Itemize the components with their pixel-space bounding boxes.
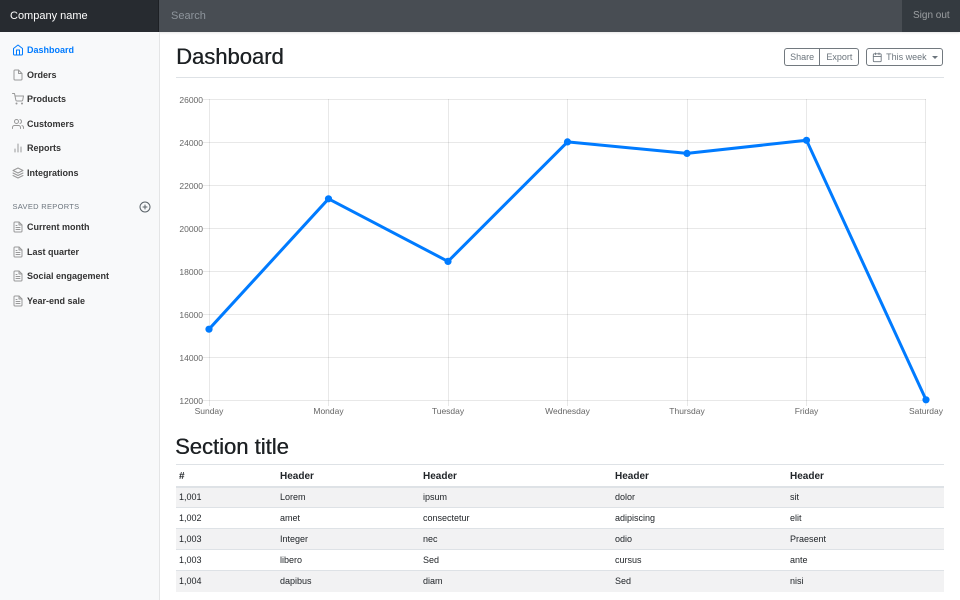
svg-text:22000: 22000 <box>179 181 203 191</box>
svg-text:Sunday: Sunday <box>195 406 225 416</box>
svg-text:16000: 16000 <box>179 310 203 320</box>
svg-text:Tuesday: Tuesday <box>432 406 465 416</box>
svg-text:26000: 26000 <box>179 95 203 105</box>
svg-text:20000: 20000 <box>179 224 203 234</box>
svg-text:14000: 14000 <box>179 353 203 363</box>
svg-text:Saturday: Saturday <box>909 406 944 416</box>
svg-text:Monday: Monday <box>313 406 344 416</box>
svg-text:Friday: Friday <box>795 406 819 416</box>
svg-text:Wednesday: Wednesday <box>545 406 590 416</box>
svg-text:24000: 24000 <box>179 138 203 148</box>
svg-text:Thursday: Thursday <box>669 406 705 416</box>
svg-text:12000: 12000 <box>179 396 203 406</box>
svg-text:18000: 18000 <box>179 267 203 277</box>
